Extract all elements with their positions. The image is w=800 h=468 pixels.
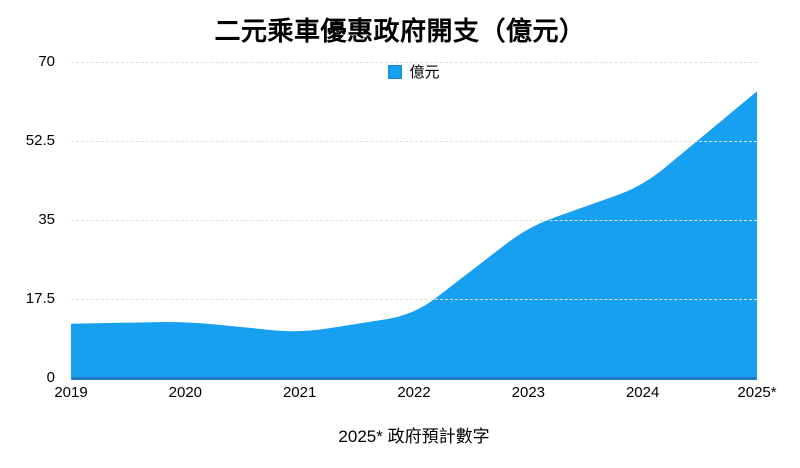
gridline	[71, 140, 757, 142]
x-axis-label: 2020	[168, 384, 203, 401]
x-axis-label: 2025*	[737, 384, 777, 401]
y-axis-label: 0	[46, 369, 55, 386]
chart-footnote: 2025* 政府預計數字	[338, 427, 490, 446]
area-series	[71, 91, 757, 378]
x-axis-label: 2021	[282, 384, 317, 401]
chart-title: 二元乘車優惠政府開支（億元）	[214, 16, 586, 46]
plot-area	[71, 61, 757, 380]
gridline	[71, 298, 757, 300]
y-axis-label: 70	[38, 53, 55, 70]
legend-swatch-icon	[388, 64, 403, 79]
y-axis-label: 17.5	[25, 290, 55, 307]
gridline	[71, 219, 757, 221]
x-axis-label: 2024	[625, 384, 660, 401]
legend: 億元	[71, 61, 757, 82]
y-axis-label: 35	[38, 211, 55, 228]
x-axis-label: 2023	[511, 384, 546, 401]
gridline	[71, 61, 757, 63]
x-axis-baseline	[71, 377, 757, 380]
x-axis-label: 2019	[54, 384, 88, 401]
area-chart-svg	[71, 91, 757, 378]
x-axis-label: 2022	[397, 384, 431, 401]
legend-label: 億元	[409, 64, 440, 81]
y-axis-label: 52.5	[25, 132, 55, 149]
